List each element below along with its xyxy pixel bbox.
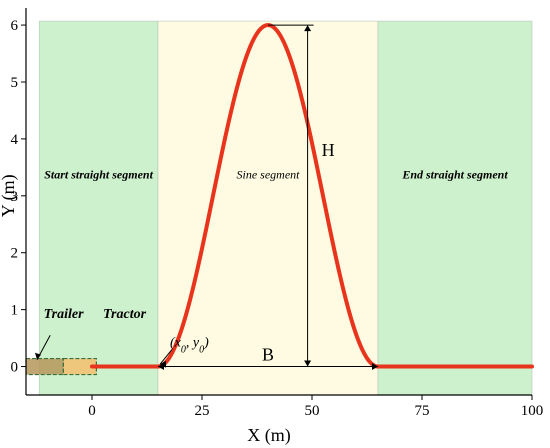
tractor-label: Tractor [103, 307, 147, 322]
x-tick-label: 50 [305, 403, 320, 419]
y-axis-title: Y (m) [0, 174, 19, 217]
width-arrow-right [372, 363, 378, 371]
x-axis-title: X (m) [247, 425, 291, 446]
origin-pointer [159, 349, 173, 365]
start-segment-background [38, 20, 159, 396]
tractor-box [62, 357, 98, 376]
trailer-label: Trailer [44, 307, 84, 322]
end-segment-background [377, 20, 533, 396]
trailer-arrowhead [35, 352, 41, 360]
y-tick-label: 4 [11, 132, 19, 148]
y-tick-label: 5 [11, 75, 19, 91]
segment-backgrounds [38, 20, 533, 396]
x-tick-label: 25 [195, 403, 210, 419]
y-tick-label: 2 [11, 246, 19, 262]
y-axis-ticks: 0 1 2 3 4 5 6 [11, 18, 26, 376]
y-tick-label: 1 [11, 303, 19, 319]
start-segment-label: Start straight segment [44, 168, 153, 182]
trailer-box [25, 357, 65, 376]
sine-segment-label: Sine segment [237, 168, 301, 182]
vehicles: Trailer Tractor [25, 307, 147, 376]
y-tick-label: 3 [11, 189, 19, 205]
x-tick-label: 100 [521, 403, 544, 419]
height-arrow-bottom [304, 360, 312, 367]
height-label: H [322, 140, 335, 160]
sine-segment-background [157, 20, 379, 396]
x-axis-ticks: 0 25 50 75 100 [88, 395, 543, 419]
x-tick-label: 75 [415, 403, 430, 419]
axes [25, 8, 532, 396]
height-arrow-top [304, 25, 312, 32]
width-label: B [262, 345, 274, 365]
y-tick-label: 0 [11, 360, 19, 376]
y-tick-label: 6 [11, 18, 19, 34]
x-tick-label: 0 [88, 403, 96, 419]
segment-labels: Start straight segment Sine segment End … [44, 168, 508, 182]
end-segment-label: End straight segment [401, 168, 508, 182]
origin-arrowhead [160, 360, 166, 368]
